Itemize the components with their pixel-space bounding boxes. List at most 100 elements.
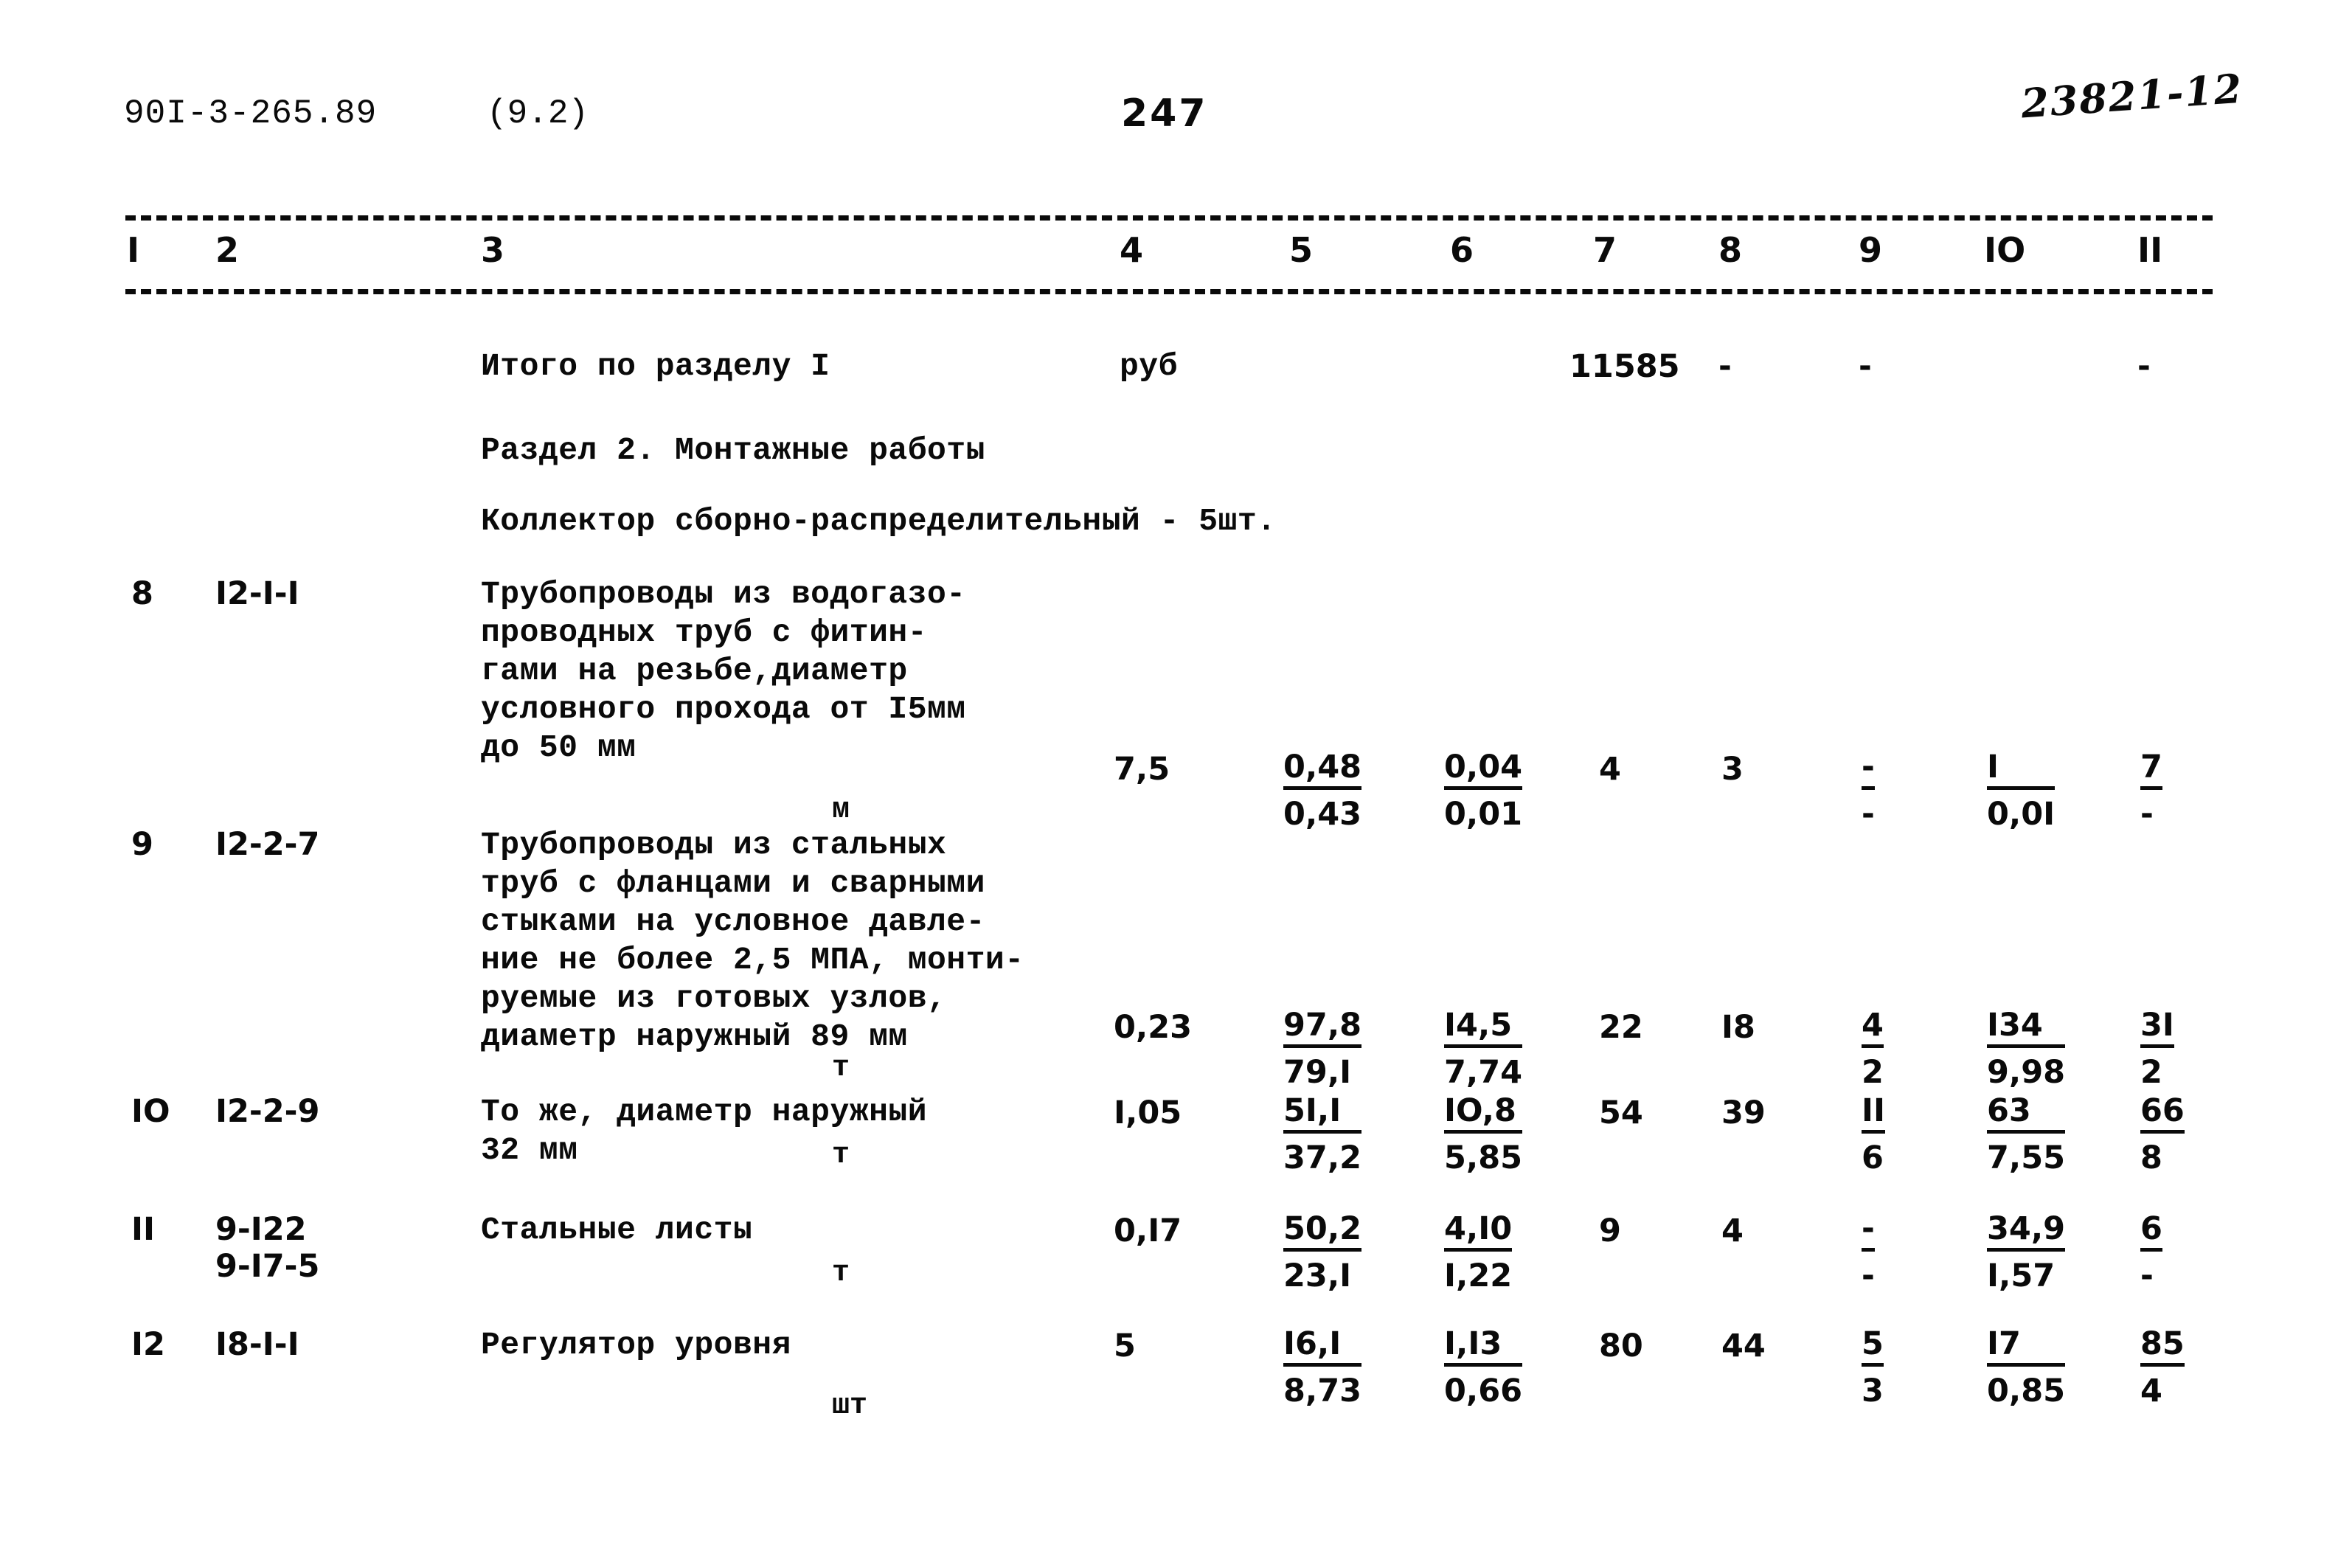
row-col10-top: I — [1987, 749, 2056, 790]
row-col10-top: 63 — [1987, 1093, 2066, 1134]
row-col5: I6,I 8,73 — [1283, 1326, 1362, 1409]
row-col6-top: 0,04 — [1444, 749, 1523, 790]
row-quantity: 0,I7 — [1114, 1213, 1182, 1249]
row-col6-top: 4,I0 — [1444, 1211, 1513, 1252]
column-header-5: 5 — [1289, 230, 1314, 270]
row-number: IO — [131, 1093, 170, 1130]
row-col5-top: 5I,I — [1283, 1093, 1362, 1134]
row-unit: т — [832, 1257, 850, 1290]
row-col11-top: 66 — [2140, 1093, 2185, 1134]
row-col10-bot: 0,85 — [1987, 1373, 2066, 1409]
row-col5: 97,8 79,I — [1283, 1007, 1362, 1091]
section-heading: Раздел 2. Монтажные работы — [481, 432, 985, 468]
row-col5-bot: 8,73 — [1283, 1373, 1362, 1409]
row-col6-top: IO,8 — [1444, 1093, 1523, 1134]
row-col10: I 0,0I — [1987, 749, 2056, 832]
row-col7: 54 — [1599, 1095, 1643, 1131]
row-col7: 9 — [1599, 1213, 1621, 1249]
row-col5-top: I6,I — [1283, 1326, 1362, 1367]
row-col11-top: 6 — [2140, 1211, 2162, 1252]
row-col6-top: I4,5 — [1444, 1007, 1523, 1048]
total-col9: - — [1859, 348, 1872, 385]
row-col9: 4 2 — [1862, 1007, 1884, 1090]
row-col6-bot: 0,66 — [1444, 1373, 1523, 1409]
row-col10: I7 0,85 — [1987, 1326, 2066, 1409]
table-rule-top — [125, 215, 2213, 221]
row-col11: 66 8 — [2140, 1093, 2185, 1176]
row-col11-top: 85 — [2140, 1326, 2185, 1367]
row-col6-top: I,I3 — [1444, 1326, 1523, 1367]
row-col6-bot: 7,74 — [1444, 1054, 1523, 1091]
row-code: I8-I-I — [215, 1326, 299, 1363]
row-col11-bot: 4 — [2140, 1373, 2162, 1409]
column-header-11: II — [2137, 230, 2163, 270]
row-col5-top: 97,8 — [1283, 1007, 1362, 1048]
column-header-3: 3 — [481, 230, 505, 270]
row-col11-bot: 2 — [2140, 1054, 2162, 1091]
row-col11-bot: 8 — [2140, 1139, 2162, 1176]
total-col11: - — [2137, 348, 2151, 385]
row-col5: 50,2 23,I — [1283, 1211, 1362, 1294]
row-col11: 85 4 — [2140, 1326, 2185, 1409]
row-col6: 0,04 0,01 — [1444, 749, 1523, 833]
row-col9: - - — [1862, 749, 1875, 832]
document-code: 90I-3-265.89 — [124, 94, 378, 133]
row-col11: 6 - — [2140, 1211, 2162, 1294]
column-header-7: 7 — [1593, 230, 1617, 270]
row-quantity: 7,5 — [1114, 751, 1170, 788]
table-rule-bottom — [125, 289, 2213, 294]
row-col6-bot: 5,85 — [1444, 1139, 1523, 1176]
row-col11: 7 - — [2140, 749, 2162, 832]
row-col9: - - — [1862, 1211, 1875, 1294]
row-col9: II 6 — [1862, 1093, 1885, 1176]
row-col6-bot: 0,01 — [1444, 796, 1523, 833]
row-col5-bot: 37,2 — [1283, 1139, 1362, 1176]
row-description: То же, диаметр наружный 32 мм — [481, 1094, 927, 1168]
row-col9-top: 4 — [1862, 1007, 1884, 1048]
row-col9-top: II — [1862, 1093, 1885, 1134]
row-col11-bot: - — [2140, 796, 2154, 833]
row-col10-top: I7 — [1987, 1326, 2066, 1367]
row-col5-bot: 0,43 — [1283, 796, 1362, 833]
row-col9-bot: 6 — [1862, 1139, 1884, 1176]
row-col8: I8 — [1721, 1009, 1755, 1046]
row-col7: 4 — [1599, 751, 1621, 788]
row-col11-top: 3I — [2140, 1007, 2174, 1048]
row-number: I2 — [131, 1326, 165, 1363]
row-col5: 5I,I 37,2 — [1283, 1093, 1362, 1176]
total-col8: - — [1718, 348, 1732, 385]
row-col7: 80 — [1599, 1328, 1643, 1364]
row-col6-bot: I,22 — [1444, 1257, 1513, 1294]
row-col9-bot: 3 — [1862, 1373, 1884, 1409]
row-description: Трубопроводы из водогазо- проводных труб… — [481, 576, 966, 766]
row-col8: 39 — [1721, 1095, 1766, 1131]
row-unit: шт — [832, 1390, 868, 1423]
row-number: II — [131, 1211, 155, 1248]
row-col5-bot: 79,I — [1283, 1054, 1352, 1091]
column-header-1: I — [127, 230, 140, 270]
row-col10: I34 9,98 — [1987, 1007, 2066, 1090]
row-unit: т — [832, 1139, 850, 1172]
row-description: Трубопроводы из стальных труб с фланцами… — [481, 827, 1024, 1055]
total-col7: 11585 — [1569, 348, 1680, 385]
row-col5-bot: 23,I — [1283, 1257, 1352, 1294]
row-col9-top: - — [1862, 749, 1875, 790]
row-col10: 63 7,55 — [1987, 1093, 2066, 1176]
column-header-10: IO — [1984, 230, 2026, 270]
document-variant: (9.2) — [487, 94, 589, 133]
row-col10: 34,9 I,57 — [1987, 1211, 2066, 1294]
row-col6: 4,I0 I,22 — [1444, 1211, 1513, 1294]
row-col10-bot: I,57 — [1987, 1257, 2056, 1294]
row-col8: 4 — [1721, 1213, 1744, 1249]
subsection-heading: Коллектор сборно-распределительный - 5шт… — [481, 503, 1277, 539]
column-header-8: 8 — [1718, 230, 1743, 270]
column-header-2: 2 — [215, 230, 240, 270]
row-number: 8 — [131, 575, 153, 612]
row-quantity: 5 — [1114, 1328, 1136, 1364]
page-number: 247 — [1121, 91, 1208, 136]
row-col10-top: 34,9 — [1987, 1211, 2066, 1252]
row-col9-top: - — [1862, 1211, 1875, 1252]
row-col6: IO,8 5,85 — [1444, 1093, 1523, 1176]
row-col5-top: 0,48 — [1283, 749, 1362, 790]
